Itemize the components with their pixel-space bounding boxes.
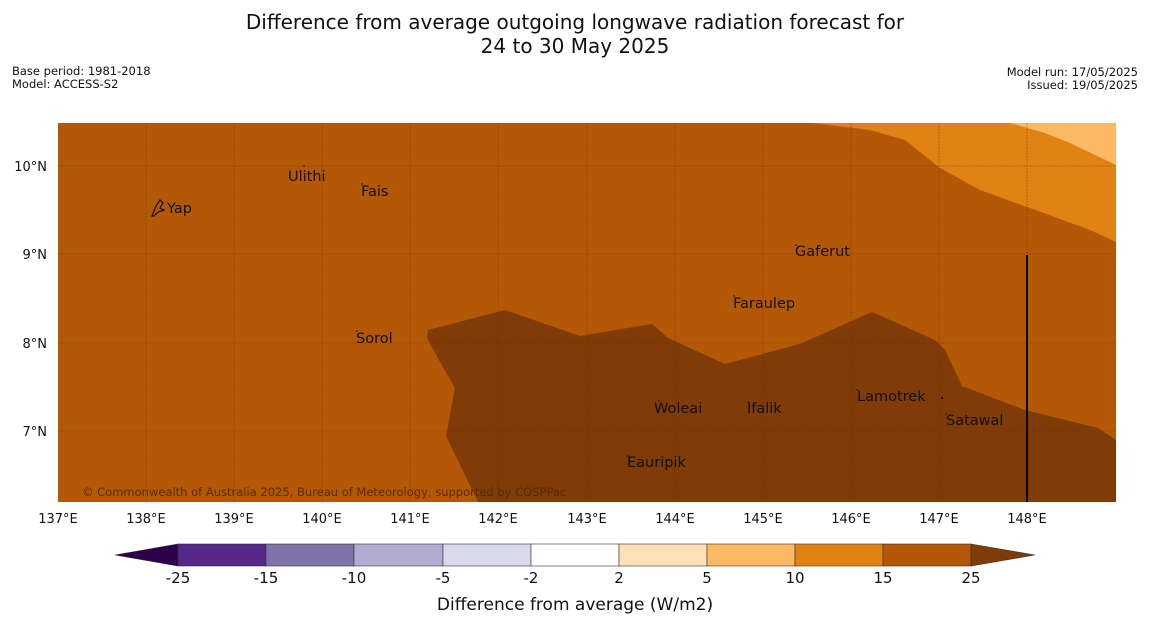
yap-island-outline bbox=[151, 199, 166, 217]
anomaly-10-15-region bbox=[812, 123, 1116, 242]
x-tick-label: 141°E bbox=[390, 512, 430, 527]
map-title-line-2: 24 to 30 May 2025 bbox=[480, 34, 670, 58]
colorbar-segment bbox=[882, 543, 972, 567]
x-tick-label: 148°E bbox=[1007, 512, 1047, 527]
colorbar-segment bbox=[442, 543, 532, 567]
x-tick-label: 147°E bbox=[919, 512, 959, 527]
colorbar-tick-label: 25 bbox=[961, 569, 980, 587]
place-label-fais: Fais bbox=[361, 184, 388, 200]
y-tick-label: 8°N bbox=[23, 337, 48, 352]
place-label-ifalik: Ifalik bbox=[747, 401, 782, 417]
colorbar-segment bbox=[353, 543, 444, 567]
colorbar-tick-label: -15 bbox=[254, 569, 279, 587]
place-label-ulithi: Ulithi bbox=[288, 169, 326, 185]
base-period: Base period: 1981-2018 bbox=[12, 64, 151, 78]
colorbar-title: Difference from average (W/m2) bbox=[437, 595, 713, 615]
colorbar-extend-high bbox=[970, 543, 1036, 567]
island-dots bbox=[303, 165, 947, 457]
place-label-faraulep: Faraulep bbox=[733, 296, 795, 312]
place-label-gaferut: Gaferut bbox=[795, 244, 850, 260]
colorbar-tick-label: -25 bbox=[166, 569, 191, 587]
y-axis-labels: 10°N 9°N 8°N 7°N bbox=[14, 160, 47, 440]
place-label-woleai: Woleai bbox=[654, 401, 702, 417]
colorbar-extend-low bbox=[114, 543, 179, 567]
model-run: Model run: 17/05/2025 bbox=[1006, 65, 1138, 79]
colorbar-tick-label: 10 bbox=[785, 569, 804, 587]
y-tick-label: 9°N bbox=[23, 248, 48, 263]
colorbar-labels: -25 -15 -10 -5 -2 2 5 10 15 25 bbox=[166, 569, 981, 587]
place-label-satawal: Satawal bbox=[946, 413, 1003, 429]
colorbar-segment bbox=[177, 543, 267, 567]
colorbar-tick-label: 5 bbox=[702, 569, 712, 587]
map-area: Yap Ulithi Fais Sorol Gaferut Faraulep W… bbox=[58, 123, 1116, 502]
colorbar-tick-label: -2 bbox=[524, 569, 539, 587]
copyright-notice: © Commonwealth of Australia 2025, Bureau… bbox=[82, 485, 566, 499]
colorbar-segment bbox=[618, 543, 708, 567]
x-axis-labels: 137°E 138°E 139°E 140°E 141°E 142°E 143°… bbox=[38, 512, 1047, 527]
issued-date: Issued: 19/05/2025 bbox=[1027, 78, 1138, 92]
colorbar-tick-label: -5 bbox=[436, 569, 451, 587]
model-name: Model: ACCESS-S2 bbox=[12, 77, 119, 91]
x-tick-label: 137°E bbox=[38, 512, 78, 527]
x-tick-label: 139°E bbox=[214, 512, 254, 527]
colorbar-segment bbox=[530, 543, 620, 567]
place-label-sorol: Sorol bbox=[356, 331, 393, 347]
x-tick-label: 140°E bbox=[302, 512, 342, 527]
colorbar-segment bbox=[265, 543, 355, 567]
x-tick-label: 143°E bbox=[567, 512, 607, 527]
colorbar-tick-label: 2 bbox=[614, 569, 624, 587]
colorbar-segment bbox=[706, 543, 796, 567]
colorbar-tick-label: -10 bbox=[342, 569, 367, 587]
anomaly-gt25-region bbox=[427, 310, 1116, 502]
colorbar-segment bbox=[794, 543, 884, 567]
y-tick-label: 7°N bbox=[23, 425, 48, 440]
x-tick-label: 142°E bbox=[478, 512, 518, 527]
place-label-lamotrek: Lamotrek bbox=[857, 389, 926, 405]
anomaly-5-10-region bbox=[1010, 123, 1116, 165]
x-tick-label: 145°E bbox=[743, 512, 783, 527]
x-tick-label: 138°E bbox=[126, 512, 166, 527]
colorbar-tick-label: 15 bbox=[873, 569, 892, 587]
place-label-eauripik: Eauripik bbox=[627, 455, 686, 471]
x-tick-label: 144°E bbox=[655, 512, 695, 527]
colorbar bbox=[114, 543, 1036, 567]
y-tick-label: 10°N bbox=[14, 160, 47, 175]
x-tick-label: 146°E bbox=[831, 512, 871, 527]
map-title-line-1: Difference from average outgoing longwav… bbox=[245, 10, 905, 34]
place-label-yap: Yap bbox=[166, 201, 192, 217]
